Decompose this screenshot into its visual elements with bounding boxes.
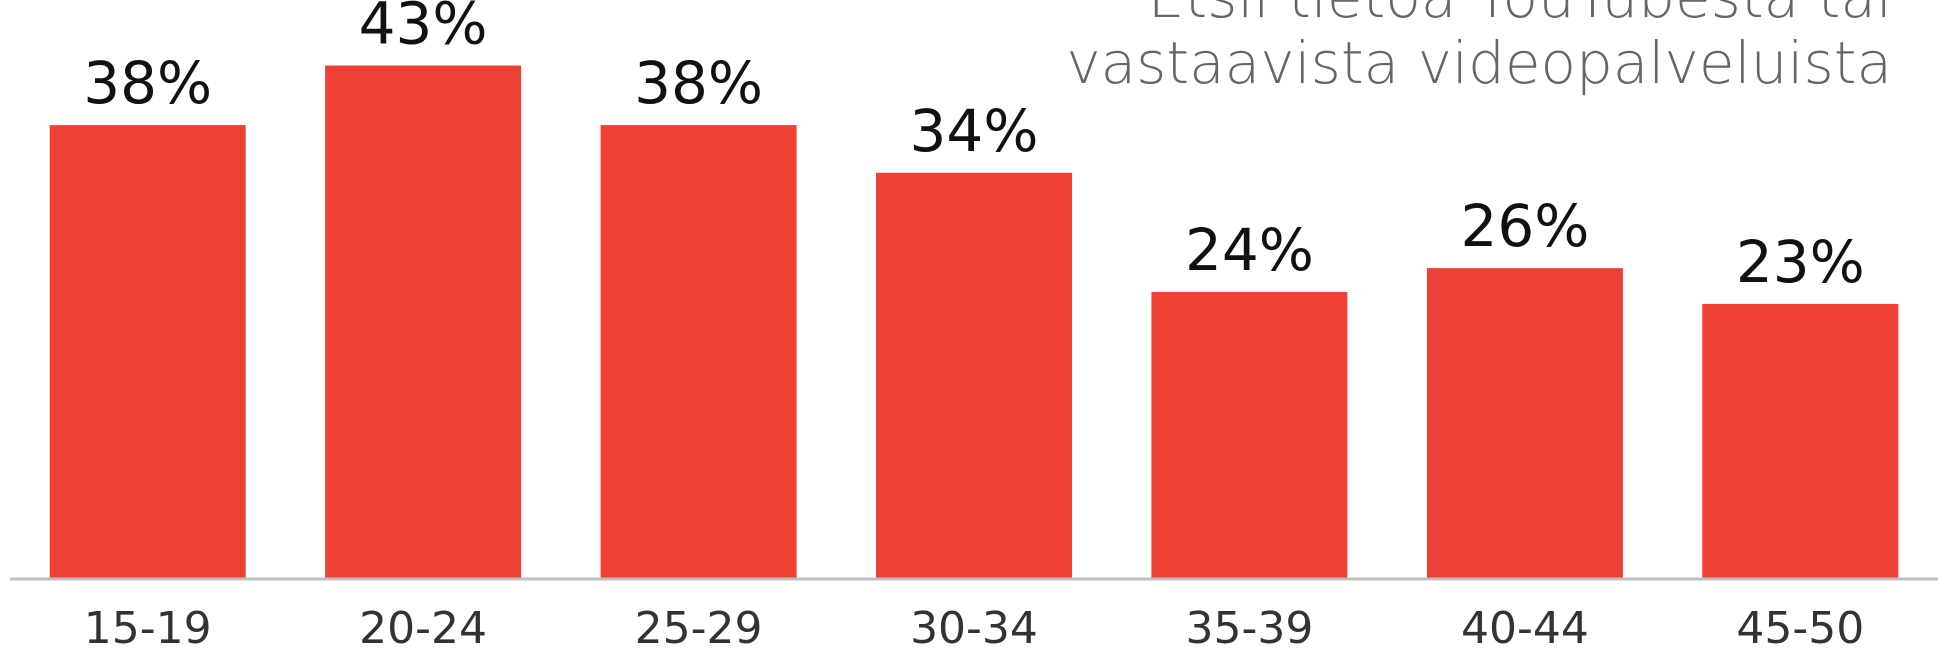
x-tick-label-25-29: 25-29 [635,603,763,648]
x-tick-label-35-39: 35-39 [1185,603,1313,648]
bar-40-44 [1426,268,1623,578]
data-label-30-34: 34% [910,97,1039,165]
x-tick-label-40-44: 40-44 [1461,603,1589,648]
x-tick-label-20-24: 20-24 [359,603,487,648]
x-tick-label-45-50: 45-50 [1736,603,1864,648]
bar-45-50 [1702,303,1899,578]
bar-30-34 [876,172,1072,579]
data-label-15-19: 38% [83,49,212,117]
data-label-20-24: 43% [359,0,488,58]
bar-15-19 [49,125,246,578]
bar-20-24 [325,65,522,578]
x-tick-label-15-19: 15-19 [84,603,212,648]
chart-title: Etsii tietoa YouTubesta tai vastaavista … [1066,0,1892,97]
bar-25-29 [600,125,797,578]
data-label-45-50: 23% [1736,228,1865,296]
data-label-25-29: 38% [634,49,763,117]
x-tick-label-30-34: 30-34 [910,603,1038,648]
data-label-35-39: 24% [1185,216,1314,284]
bar-35-39 [1151,292,1348,578]
data-label-40-44: 26% [1460,192,1589,260]
